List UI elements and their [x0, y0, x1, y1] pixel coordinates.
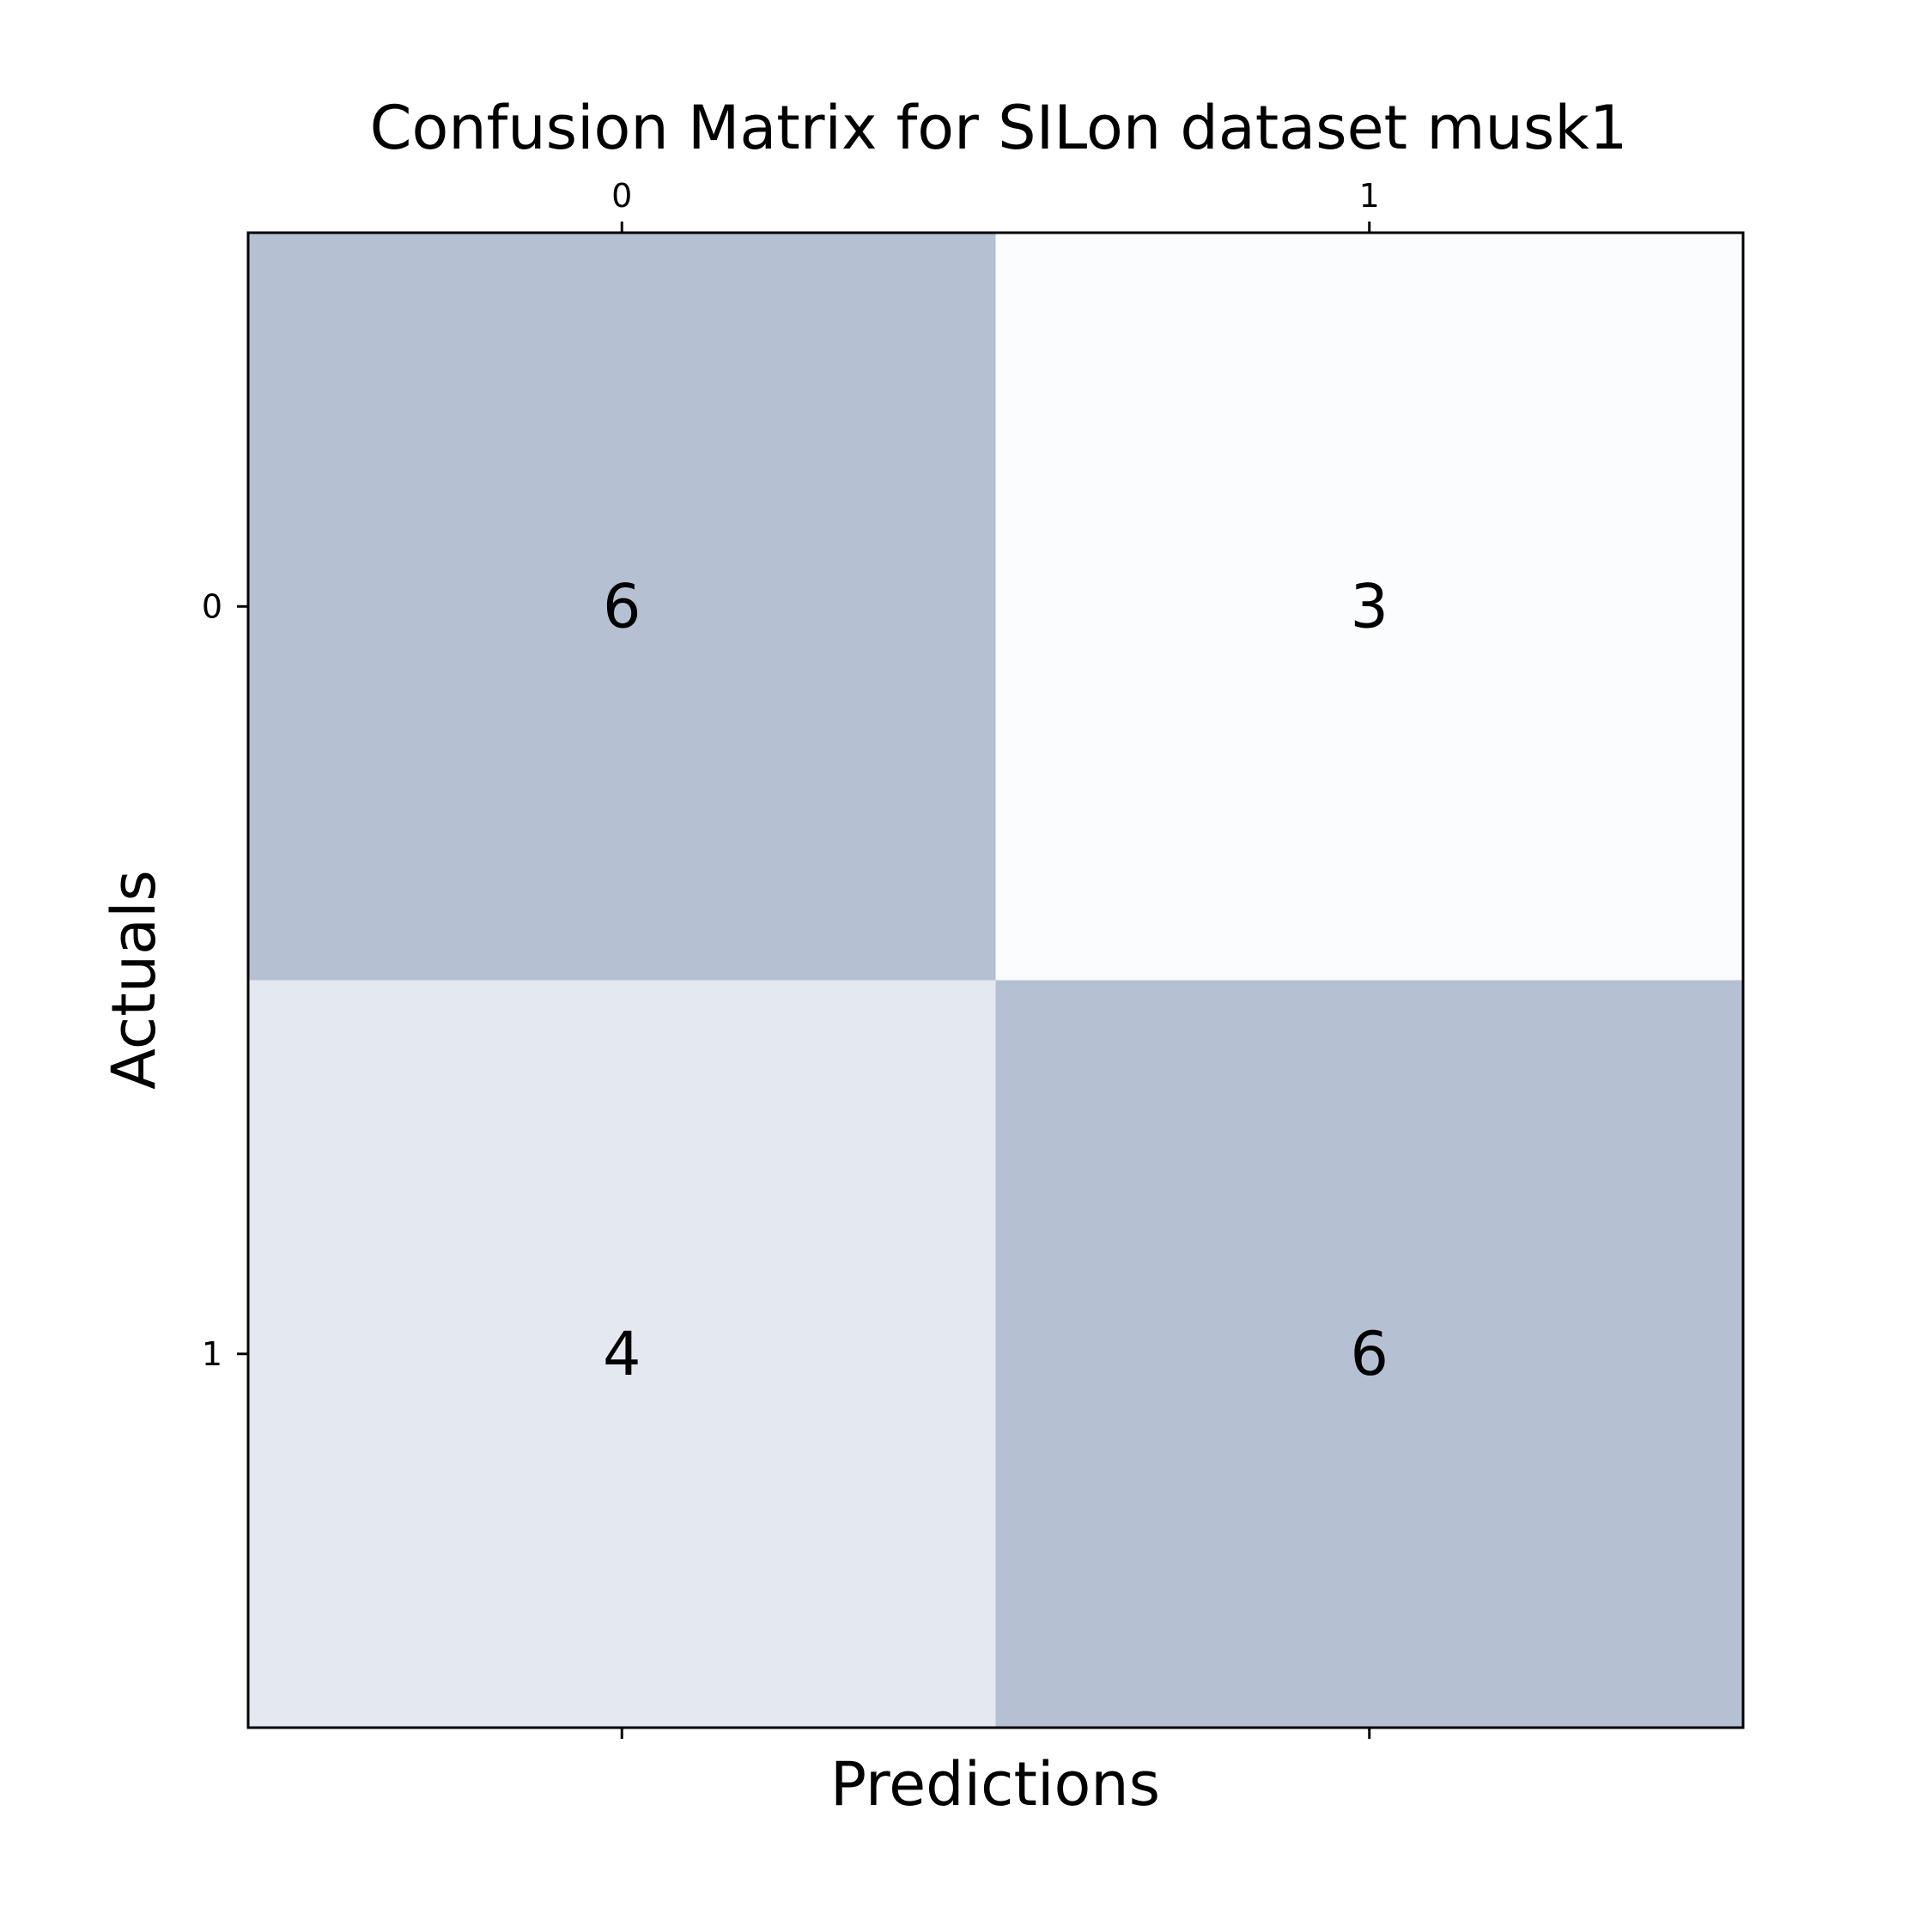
- heatmap-cell: [995, 233, 1743, 981]
- heatmap-cell: [248, 980, 996, 1728]
- chart-title: Confusion Matrix for SILon dataset musk1: [370, 93, 1628, 163]
- x-axis-label: Predictions: [830, 1749, 1160, 1820]
- cell-value-label: 4: [603, 1319, 641, 1389]
- heatmap-cells: 6 3 4 6: [248, 233, 1743, 1728]
- y-axis-label: Actuals: [99, 870, 169, 1090]
- axis-ticks: 0 1 0 1: [202, 177, 1380, 1739]
- cell-value-label: 6: [1350, 1319, 1388, 1389]
- heatmap-cell: [248, 233, 996, 981]
- cell-value-label: 3: [1350, 571, 1388, 641]
- y-tick-label: 1: [202, 1335, 222, 1373]
- cell-value-label: 6: [603, 571, 641, 641]
- heatmap-cell: [995, 980, 1743, 1728]
- y-tick-label: 0: [202, 587, 222, 625]
- plot-frame: [246, 231, 1745, 1729]
- x-tick-label: 0: [611, 177, 632, 215]
- x-tick-label: 1: [1359, 177, 1380, 215]
